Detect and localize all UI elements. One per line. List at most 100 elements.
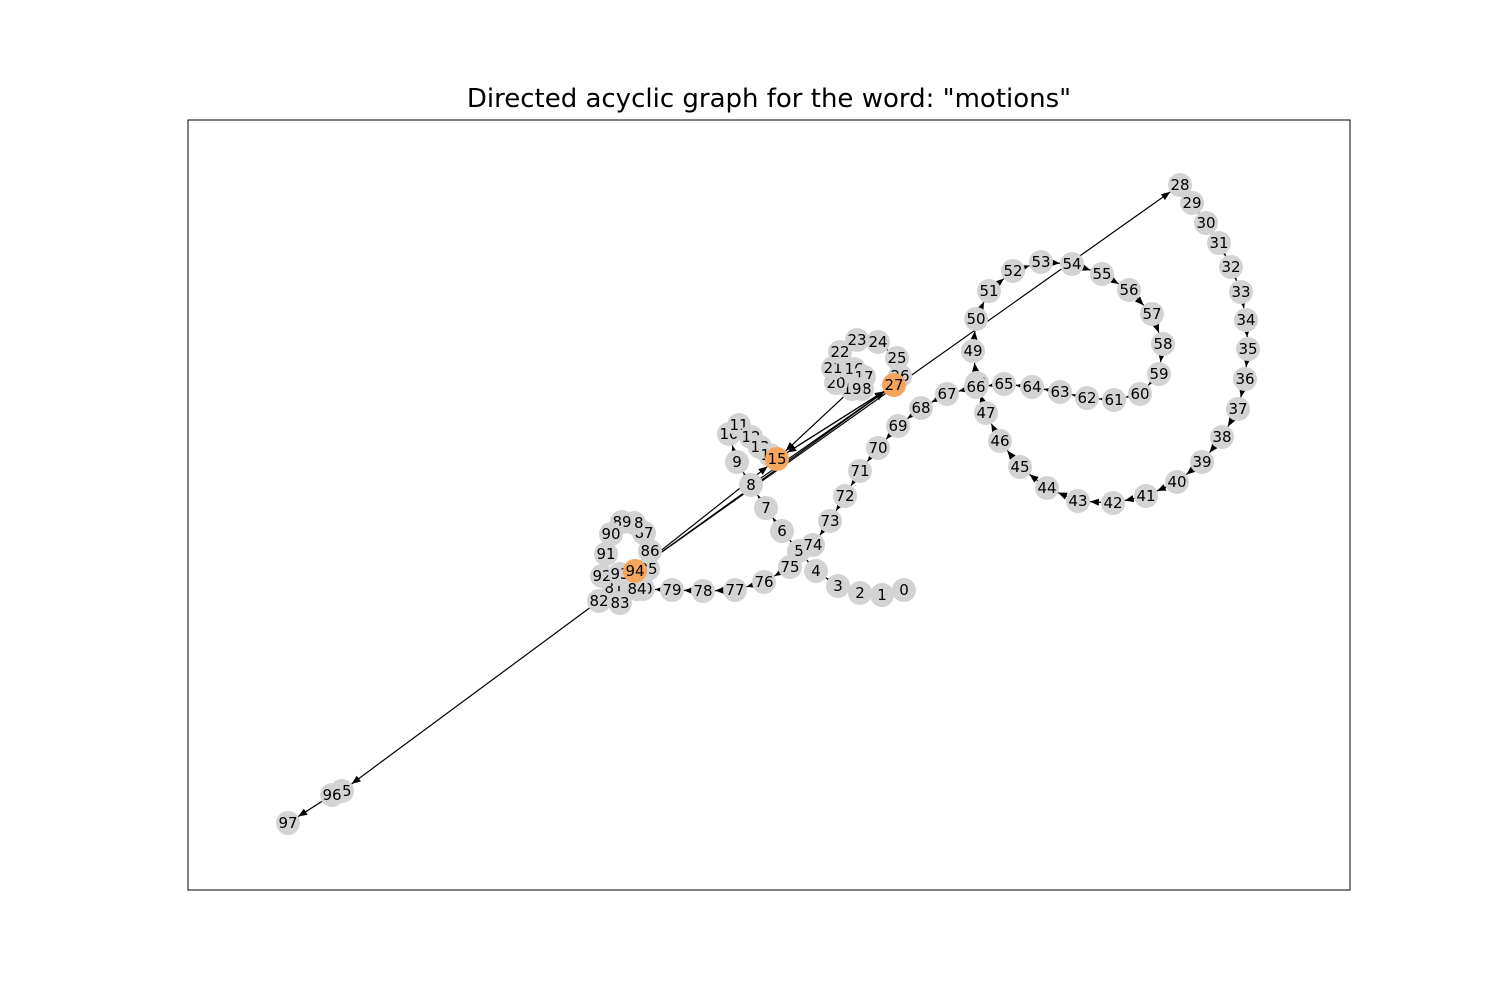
node-label: 37	[1228, 400, 1247, 418]
node-label: 54	[1062, 255, 1081, 273]
node-79: 79	[660, 578, 684, 602]
node-circle	[1147, 362, 1171, 386]
node-circle	[594, 542, 618, 566]
node-28: 28	[1168, 173, 1192, 197]
node-label: 82	[589, 592, 608, 610]
node-label: 2	[855, 584, 865, 602]
node-circle	[725, 450, 749, 474]
node-label: 75	[780, 558, 799, 576]
node-71: 71	[848, 459, 872, 483]
node-label: 15	[767, 450, 786, 468]
node-22: 22	[828, 340, 852, 364]
node-label: 66	[966, 378, 985, 396]
node-circle	[882, 373, 906, 397]
node-36: 36	[1233, 367, 1257, 391]
node-27: 27	[882, 373, 906, 397]
node-label: 50	[966, 310, 985, 328]
node-label: 35	[1238, 340, 1257, 358]
node-31: 31	[1207, 231, 1231, 255]
node-circle	[1075, 386, 1099, 410]
node-circle	[623, 559, 647, 583]
node-circle	[1168, 173, 1192, 197]
node-circle	[1048, 380, 1072, 404]
node-circle	[1180, 191, 1204, 215]
node-3: 3	[826, 574, 850, 598]
node-47: 47	[974, 401, 998, 425]
node-label: 25	[887, 349, 906, 367]
node-label: 33	[1231, 283, 1250, 301]
node-label: 86	[640, 542, 659, 560]
edge-96-97	[297, 798, 327, 818]
node-circle	[1101, 491, 1125, 515]
node-label: 68	[911, 399, 930, 417]
node-label: 22	[830, 343, 849, 361]
node-90: 90	[599, 522, 623, 546]
node-68: 68	[909, 396, 933, 420]
node-label: 27	[884, 376, 903, 394]
node-59: 59	[1147, 362, 1171, 386]
node-label: 29	[1182, 194, 1201, 212]
node-label: 67	[937, 385, 956, 403]
node-label: 59	[1149, 365, 1168, 383]
node-label: 38	[1212, 428, 1231, 446]
node-circle	[1060, 252, 1084, 276]
node-94: 94	[623, 559, 647, 583]
node-label: 62	[1077, 389, 1096, 407]
node-circle	[961, 339, 985, 363]
node-label: 40	[1167, 473, 1186, 491]
node-49: 49	[961, 339, 985, 363]
node-label: 28	[1170, 176, 1189, 194]
node-92: 92	[590, 564, 614, 588]
node-circle	[625, 577, 649, 601]
node-75: 75	[778, 555, 802, 579]
node-label: 53	[1031, 253, 1050, 271]
node-label: 1	[877, 586, 887, 604]
node-circle	[826, 574, 850, 598]
node-label: 83	[610, 594, 629, 612]
node-25: 25	[885, 346, 909, 370]
node-circle	[866, 330, 890, 354]
node-circle	[1207, 231, 1231, 255]
node-69: 69	[886, 414, 910, 438]
node-circle	[691, 579, 715, 603]
node-55: 55	[1090, 262, 1114, 286]
node-37: 37	[1226, 397, 1250, 421]
node-label: 78	[693, 582, 712, 600]
node-circle	[988, 429, 1012, 453]
node-label: 61	[1104, 391, 1123, 409]
node-circle	[1233, 367, 1257, 391]
node-label: 97	[278, 814, 297, 832]
node-circle	[909, 396, 933, 420]
node-63: 63	[1048, 380, 1072, 404]
node-circle	[1117, 278, 1141, 302]
node-circle	[778, 555, 802, 579]
node-circle	[1236, 337, 1260, 361]
node-circle	[660, 578, 684, 602]
node-label: 56	[1119, 281, 1138, 299]
node-circle	[723, 578, 747, 602]
node-circle	[964, 307, 988, 331]
node-24: 24	[866, 330, 890, 354]
node-73: 73	[818, 509, 842, 533]
node-label: 32	[1221, 258, 1240, 276]
node-label: 8	[746, 476, 756, 494]
node-label: 9	[732, 453, 742, 471]
node-40: 40	[1165, 470, 1189, 494]
node-label: 23	[847, 331, 866, 349]
node-circle	[1020, 375, 1044, 399]
node-50: 50	[964, 307, 988, 331]
node-74: 74	[801, 533, 825, 557]
node-circle	[1134, 484, 1158, 508]
node-9: 9	[725, 450, 749, 474]
node-circle	[1190, 450, 1214, 474]
node-43: 43	[1066, 489, 1090, 513]
node-circle	[964, 375, 988, 399]
node-label: 84	[627, 580, 646, 598]
node-circle	[1029, 250, 1053, 274]
node-circle	[828, 340, 852, 364]
node-circle	[801, 533, 825, 557]
node-circle	[974, 401, 998, 425]
node-circle	[1128, 382, 1152, 406]
node-label: 57	[1142, 305, 1161, 323]
edge-82-95	[351, 604, 594, 785]
